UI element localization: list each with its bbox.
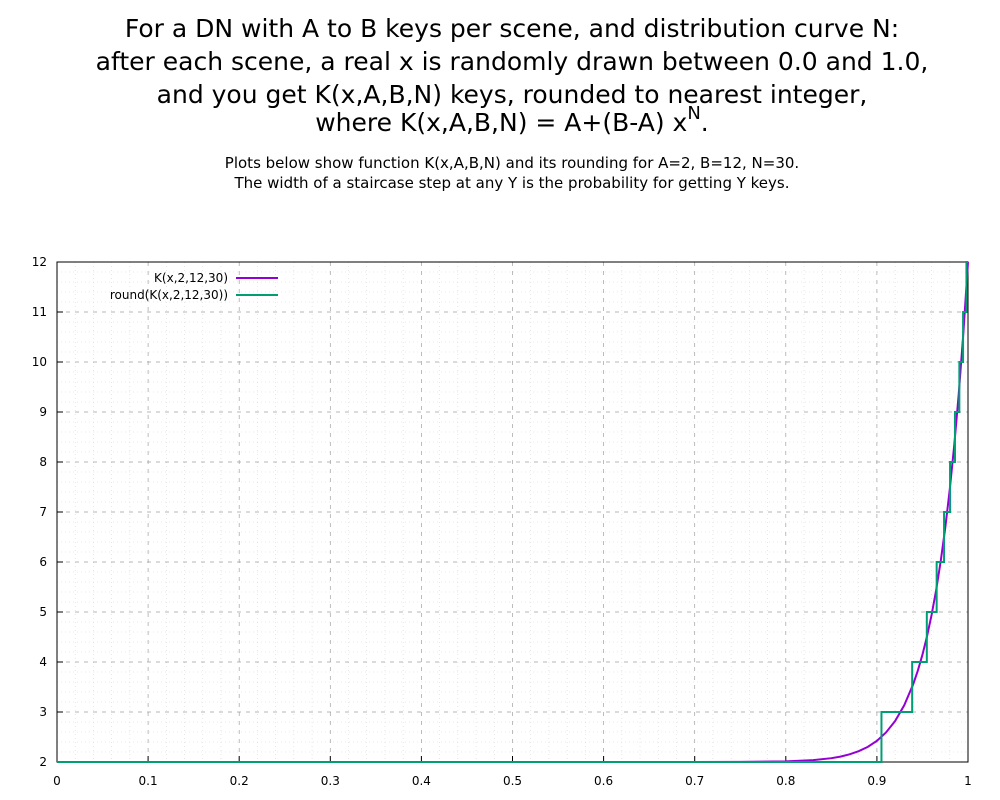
y-tick-label: 7 bbox=[39, 505, 47, 519]
chart-title: after each scene, a real x is randomly d… bbox=[96, 47, 929, 76]
x-tick-label: 0 bbox=[53, 774, 61, 788]
y-tick-label: 10 bbox=[32, 355, 47, 369]
formula-end: . bbox=[701, 108, 709, 137]
subtitle: The width of a staircase step at any Y i… bbox=[233, 174, 789, 192]
x-tick-label: 0.5 bbox=[503, 774, 522, 788]
series-line bbox=[57, 261, 969, 763]
formula-exponent: N bbox=[687, 103, 700, 124]
y-tick-label: 6 bbox=[39, 555, 47, 569]
series-line bbox=[57, 261, 968, 763]
y-tick-label: 2 bbox=[39, 755, 47, 769]
y-tick-label: 9 bbox=[39, 405, 47, 419]
x-tick-label: 0.2 bbox=[230, 774, 249, 788]
chart-title: where K(x,A,B,N) = A+(B-A) xN. bbox=[315, 103, 709, 137]
x-tick-label: 0.3 bbox=[321, 774, 340, 788]
x-tick-label: 0.4 bbox=[412, 774, 431, 788]
x-tick-label: 0.6 bbox=[594, 774, 613, 788]
chart-title: and you get K(x,A,B,N) keys, rounded to … bbox=[157, 80, 868, 109]
x-tick-label: 0.9 bbox=[867, 774, 886, 788]
formula: where K(x,A,B,N) = A+(B-A) x bbox=[315, 108, 687, 137]
subtitle: Plots below show function K(x,A,B,N) and… bbox=[225, 154, 799, 172]
x-tick-label: 0.1 bbox=[139, 774, 158, 788]
legend-label: round(K(x,2,12,30)) bbox=[110, 288, 228, 302]
y-tick-label: 12 bbox=[32, 255, 47, 269]
y-tick-label: 4 bbox=[39, 655, 47, 669]
plot-area: 0 0.1 0.2 0.3 0.4 0.5 0.6 0.7 0.8 0.9 123456789101… bbox=[32, 255, 972, 788]
y-tick-label: 11 bbox=[32, 305, 47, 319]
y-tick-label: 5 bbox=[39, 605, 47, 619]
x-tick-label: 0.7 bbox=[685, 774, 704, 788]
y-tick-label: 3 bbox=[39, 705, 47, 719]
x-tick-label: 1 bbox=[964, 774, 972, 788]
chart-title: For a DN with A to B keys per scene, and… bbox=[125, 14, 899, 43]
legend-label: K(x,2,12,30) bbox=[154, 271, 228, 285]
y-tick-label: 8 bbox=[39, 455, 47, 469]
x-tick-label: 0.8 bbox=[776, 774, 795, 788]
